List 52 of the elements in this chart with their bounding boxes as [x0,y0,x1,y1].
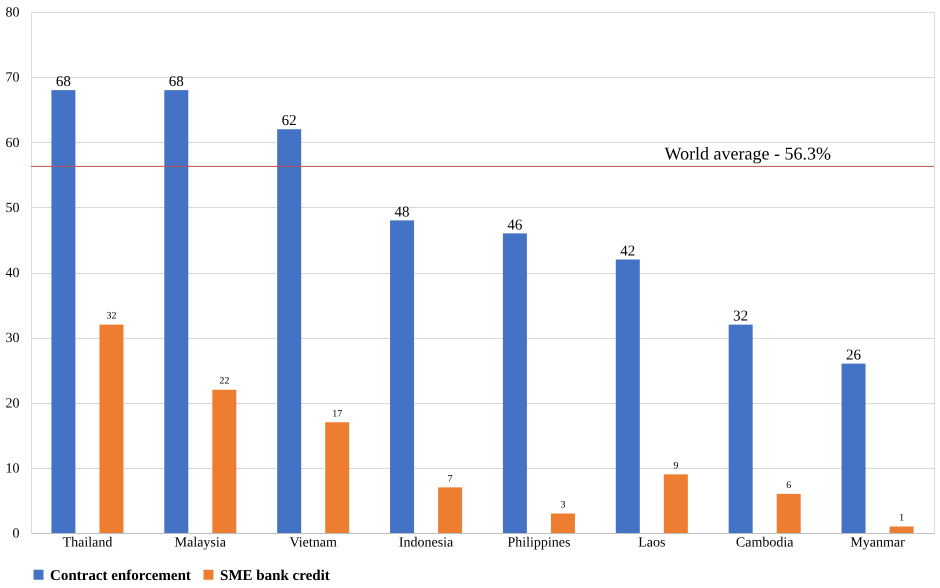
data-label: 17 [332,408,342,420]
bar [164,90,188,533]
x-tick-label: Indonesia [398,536,454,550]
bar [776,494,801,533]
y-tick-label: 30 [6,331,20,346]
bar [212,390,236,533]
data-label: 68 [56,74,71,90]
x-tick-label: Thailand [62,536,112,550]
y-tick-label: 80 [6,6,20,20]
data-label: 3 [560,499,566,510]
data-label: 46 [507,217,523,234]
x-tick-label: Malaysia [174,536,227,550]
x-tick-label: Vietnam [290,536,337,550]
x-tick-label: Philippines [507,536,570,550]
legend-label: SME bank credit [220,568,330,584]
bar [550,513,575,533]
data-label: 32 [733,308,748,325]
y-tick-label: 20 [6,396,20,412]
data-label: 48 [394,204,410,220]
data-label: 32 [106,310,116,322]
bar [390,220,414,533]
bar [277,129,302,533]
data-label: 9 [673,460,678,472]
y-tick-label: 50 [6,200,20,216]
bar [99,324,124,533]
x-tick-label: Myanmar [850,536,906,550]
bar [502,233,527,533]
bar [438,487,462,533]
bar [325,422,350,533]
bar [842,364,866,533]
data-label: 62 [282,113,297,130]
data-label: 7 [448,473,453,484]
y-tick-label: 60 [6,136,20,151]
bar [664,474,688,533]
data-label: 6 [786,480,792,491]
bar [51,90,76,533]
bar [616,259,640,533]
data-label: 68 [168,74,184,90]
x-tick-label: Cambodia [736,536,794,550]
bar [728,324,753,533]
legend-label: Contract enforcement [50,568,191,584]
data-label: 26 [846,348,862,364]
x-tick-label: Laos [638,536,666,550]
data-label: 22 [219,376,230,387]
ref-line-label: World average - 56.3% [664,143,832,164]
y-tick-label: 10 [6,461,20,476]
data-label: 42 [620,243,636,260]
bar [890,526,914,533]
y-tick-label: 70 [6,70,20,86]
data-label: 1 [899,512,904,524]
y-tick-label: 40 [6,266,20,281]
y-tick-label: 0 [12,526,20,542]
